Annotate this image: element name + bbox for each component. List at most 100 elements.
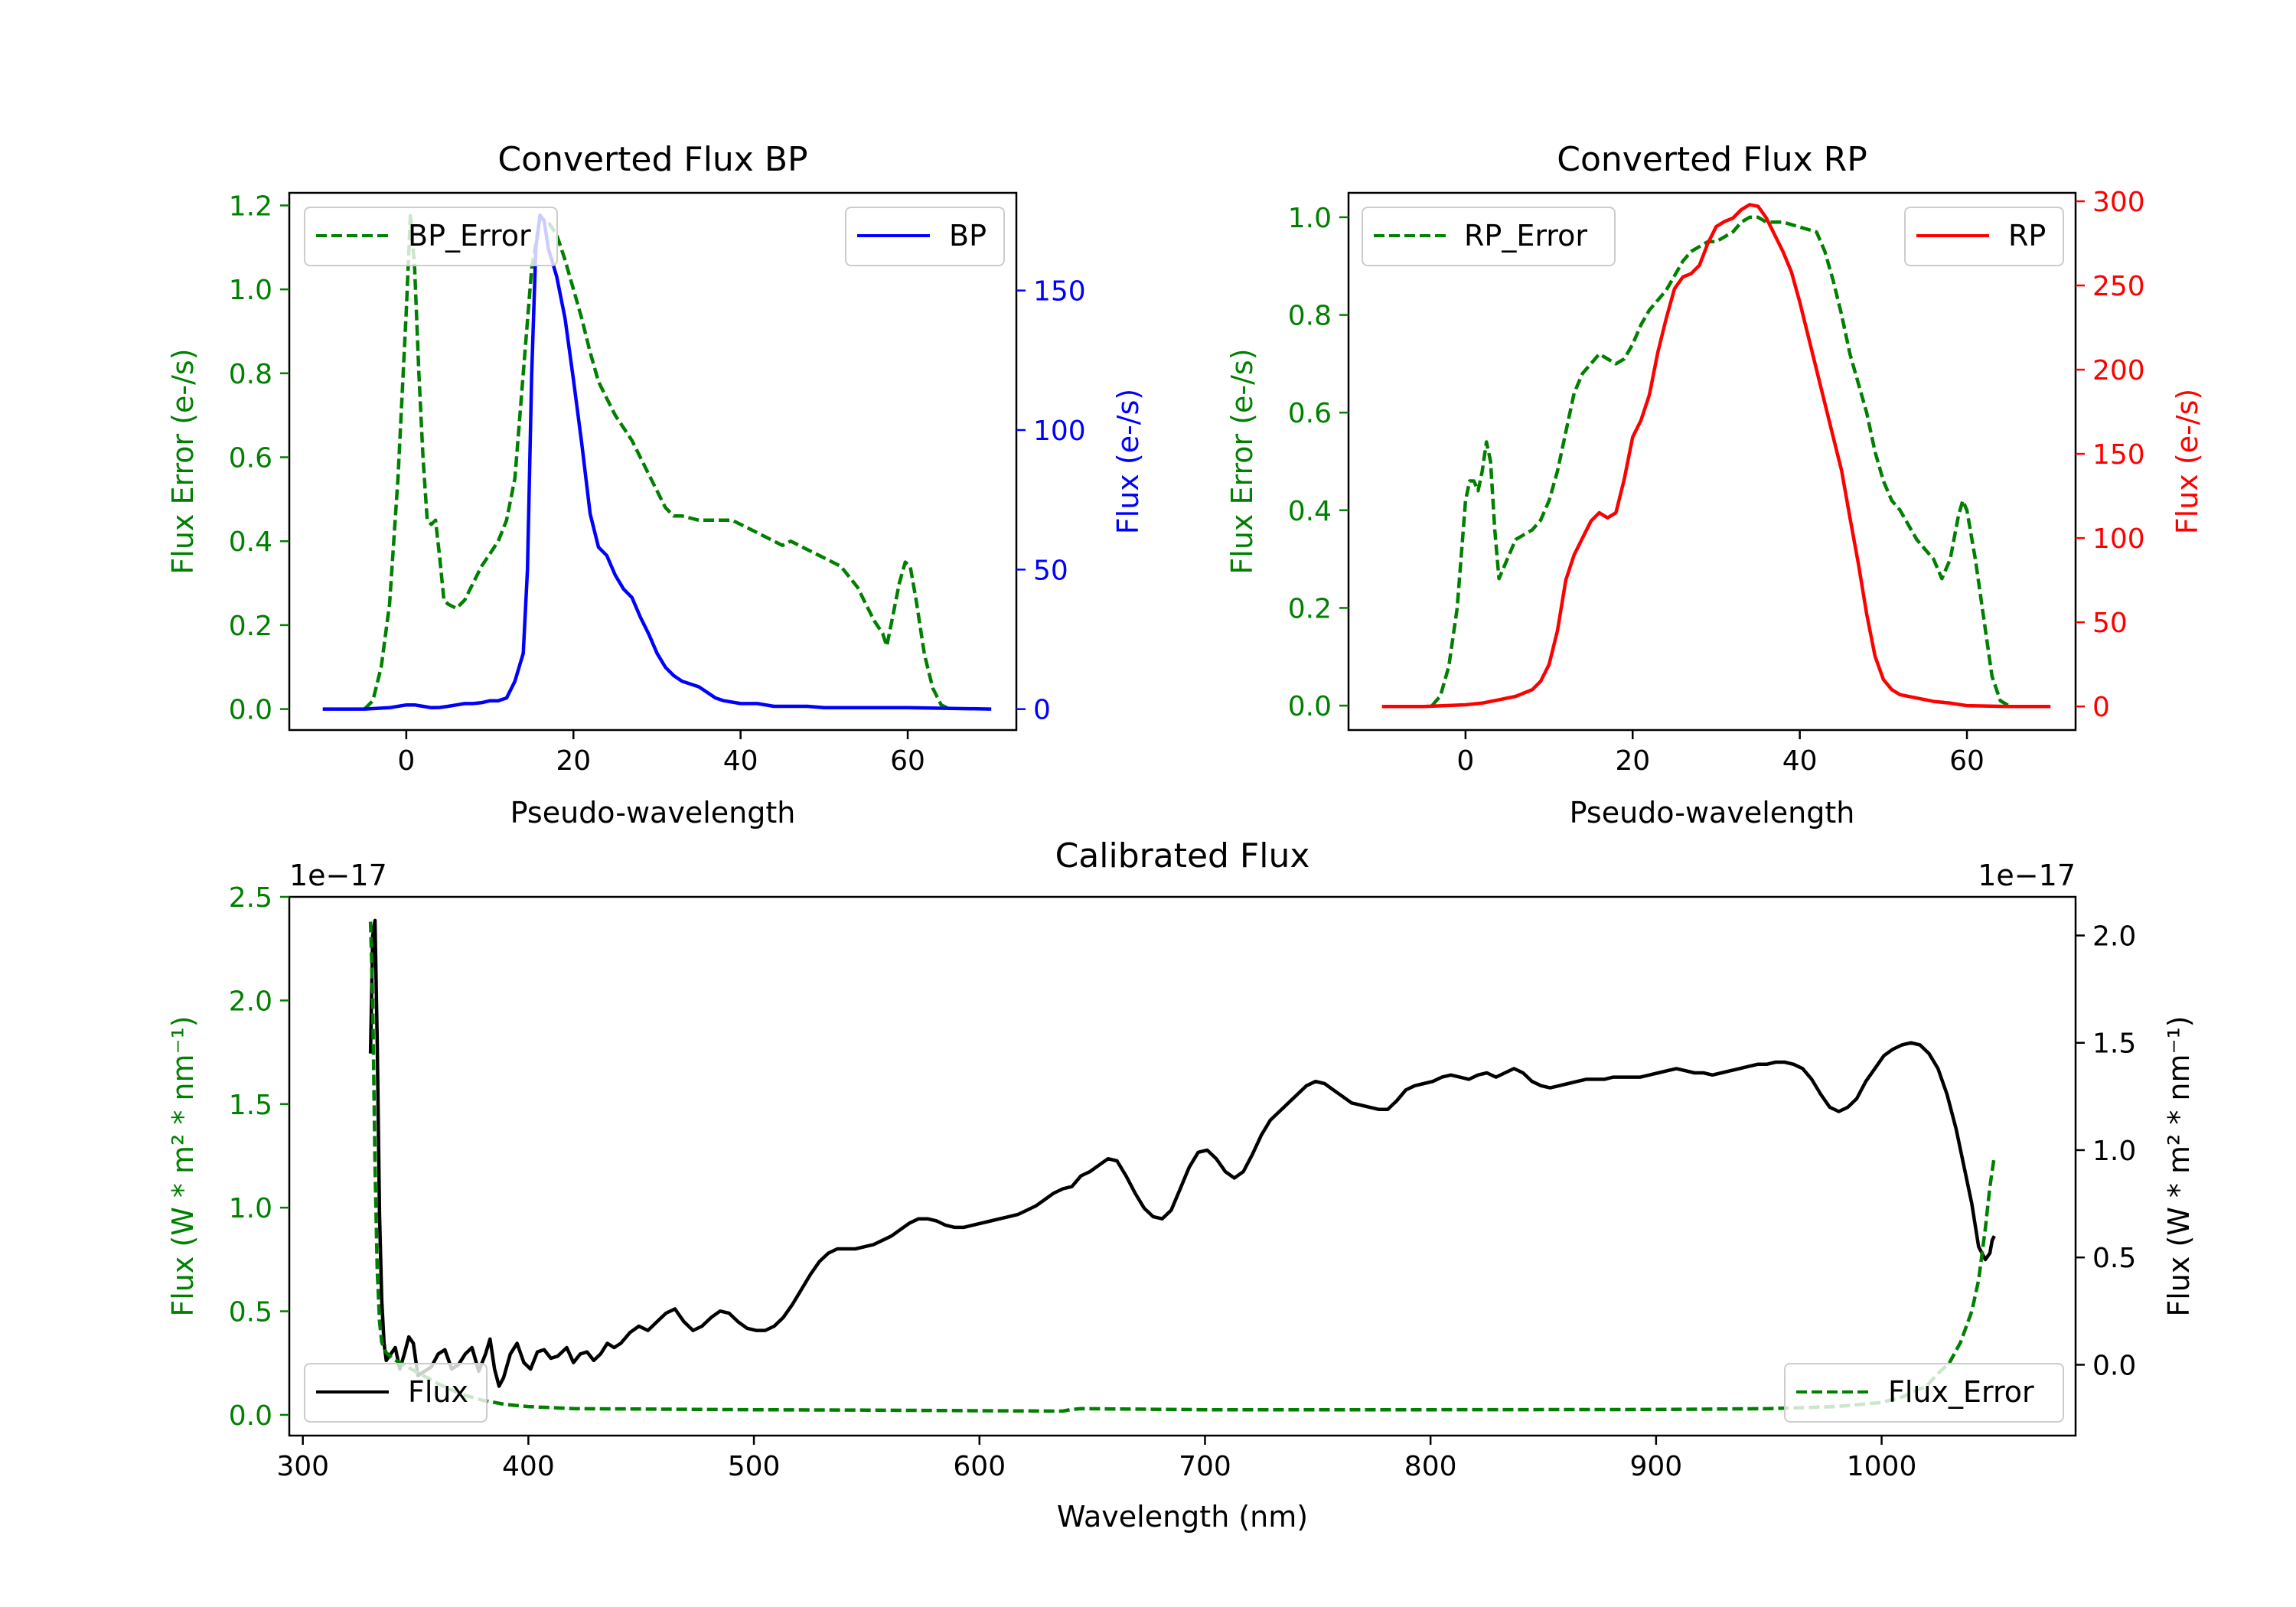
rp-x-tick-label: 40	[1782, 745, 1818, 777]
rp-legend-error-box	[1362, 207, 1616, 266]
calibrated-x-tick-label: 900	[1630, 1451, 1683, 1482]
rp-y-left-tick-label: 0.4	[1288, 496, 1332, 527]
bp-y-left-tick-label: 0.6	[229, 443, 272, 474]
calibrated-subplot: Calibrated Flux 300 400 500 600 700 800 900 100…	[166, 836, 2196, 1534]
calibrated-series-flux	[368, 918, 1996, 1388]
rp-series-group	[1381, 203, 2051, 709]
calibrated-y-right-tick-label: 2.0	[2092, 921, 2136, 952]
bp-plot-frame	[288, 191, 1018, 732]
bp-x-tick-label: 0	[397, 745, 415, 777]
calibrated-plot-frame	[288, 895, 2077, 1437]
rp-y-right-tick-label: 250	[2092, 271, 2145, 302]
calibrated-x-tick-label: 300	[276, 1451, 329, 1482]
rp-series-rp	[1381, 203, 2051, 709]
bp-x-tick-label: 20	[556, 745, 591, 777]
calibrated-legend-error-label: Flux_Error	[1888, 1375, 2034, 1409]
bp-y-left-tick-label: 0.4	[229, 526, 272, 558]
rp-series-rp-error	[1430, 215, 2010, 708]
rp-y-ticks-right: 0 50 100 150 200 250 300	[2076, 187, 2145, 723]
bp-legend-error-label: BP_Error	[408, 219, 531, 253]
calibrated-legend-flux: Flux	[304, 1363, 488, 1423]
rp-y-ticks-left: 0.0 0.2 0.4 0.6 0.8 1.0	[1288, 203, 1349, 722]
rp-x-tick-label: 20	[1615, 745, 1650, 777]
bp-y-left-tick-label: 1.2	[229, 191, 272, 222]
bp-y-left-tick-label: 1.0	[229, 275, 272, 306]
rp-chart-title: Converted Flux RP	[1557, 140, 1867, 179]
bp-y-ticks-left: 0.0 0.2 0.4 0.6 0.8 1.0 1.2	[229, 191, 289, 726]
bp-y-axis-label-left: Flux Error (e-/s)	[166, 348, 200, 574]
bp-legend-flux: BP	[845, 207, 1005, 266]
rp-y-right-tick-label: 0	[2092, 692, 2110, 723]
calibrated-y-left-tick-label: 1.0	[229, 1193, 272, 1224]
rp-y-right-tick-label: 50	[2092, 608, 2128, 639]
rp-y-axis-label-left: Flux Error (e-/s)	[1225, 348, 1259, 574]
bp-chart-title: Converted Flux BP	[497, 140, 807, 179]
rp-x-axis-label: Pseudo-wavelength	[1570, 796, 1855, 830]
bp-subplot: Converted Flux BP 0 20 40 60 0.00.20.40.60.…	[166, 140, 1145, 830]
bp-y-right-tick-label: 100	[1033, 416, 1086, 447]
calibrated-series-flux-error	[368, 921, 1997, 1413]
calibrated-legend-error: Flux_Error	[1784, 1363, 2064, 1423]
calibrated-y-left-tick-label: 0.0	[229, 1400, 272, 1432]
rp-y-right-tick-label: 100	[2092, 523, 2145, 555]
rp-x-ticks: 0 20 40 60	[1456, 730, 1985, 777]
rp-y-right-tick-label: 200	[2092, 355, 2145, 386]
bp-series-bp	[322, 213, 992, 711]
calibrated-x-tick-label: 600	[953, 1451, 1006, 1482]
calibrated-y-left-tick-label: 2.0	[229, 986, 272, 1017]
calibrated-legend-error-box	[1784, 1363, 2064, 1423]
calibrated-y-right-tick-label: 0.0	[2092, 1350, 2136, 1381]
rp-y-left-tick-label: 0.0	[1288, 691, 1332, 722]
bp-series-group	[322, 212, 992, 711]
calibrated-offset-right: 1e−17	[1978, 859, 2076, 892]
rp-y-axis-label-right: Flux (e-/s)	[2170, 389, 2204, 534]
calibrated-x-axis-label: Wavelength (nm)	[1057, 1500, 1308, 1534]
bp-x-ticks: 0 20 40 60	[397, 730, 925, 777]
calibrated-y-right-tick-label: 1.0	[2092, 1136, 2136, 1167]
bp-legend-flux-label: BP	[949, 219, 987, 253]
bp-legend-error-box	[304, 207, 558, 266]
bp-y-right-tick-label: 50	[1033, 555, 1068, 586]
calibrated-y-left-tick-label: 2.5	[229, 882, 272, 914]
rp-legend-error-label: RP_Error	[1464, 219, 1587, 253]
calibrated-legend-flux-label: Flux	[408, 1375, 468, 1409]
rp-y-right-tick-label: 300	[2092, 187, 2145, 218]
rp-x-tick-label: 60	[1949, 745, 1985, 777]
calibrated-legend-flux-box	[304, 1363, 488, 1423]
bp-y-right-tick-label: 150	[1033, 276, 1086, 308]
calibrated-offset-left: 1e−17	[289, 859, 387, 892]
calibrated-y-axis-label-right: Flux (W * m² * nm⁻¹)	[2162, 1015, 2196, 1316]
calibrated-x-tick-label: 1000	[1847, 1451, 1917, 1482]
bp-y-left-tick-label: 0.2	[229, 611, 272, 642]
bp-y-right-tick-label: 0	[1033, 695, 1051, 726]
calibrated-y-ticks-left: 0.0 0.5 1.0 1.5 2.0 2.5	[229, 882, 289, 1432]
calibrated-x-tick-label: 500	[728, 1451, 781, 1482]
bp-y-axis-label-right: Flux (e-/s)	[1111, 389, 1145, 534]
rp-y-left-tick-label: 1.0	[1288, 203, 1332, 234]
calibrated-x-tick-label: 800	[1404, 1451, 1457, 1482]
bp-y-left-tick-label: 0.8	[229, 359, 272, 390]
calibrated-y-left-tick-label: 1.5	[229, 1090, 272, 1121]
calibrated-series-group	[368, 918, 1997, 1413]
rp-legend-flux-label: RP	[2008, 219, 2046, 253]
calibrated-chart-title: Calibrated Flux	[1055, 836, 1310, 875]
bp-x-tick-label: 40	[723, 745, 758, 777]
calibrated-y-right-tick-label: 0.5	[2092, 1243, 2136, 1274]
rp-subplot: Converted Flux RP 0 20 40 60 0.00.20.40.60.…	[1225, 140, 2204, 830]
bp-x-tick-label: 60	[890, 745, 925, 777]
calibrated-y-ticks-right: 0.0 0.5 1.0 1.5 2.0	[2076, 921, 2136, 1381]
calibrated-y-axis-label-left: Flux (W * m² * nm⁻¹)	[166, 1015, 200, 1316]
rp-y-left-tick-label: 0.6	[1288, 398, 1332, 429]
calibrated-y-right-tick-label: 1.5	[2092, 1028, 2136, 1060]
calibrated-x-ticks: 300 400 500 600 700 800 900 1000	[276, 1436, 1916, 1482]
bp-legend-error: BP_Error	[304, 207, 558, 266]
calibrated-x-tick-label: 400	[502, 1451, 555, 1482]
rp-plot-frame	[1347, 191, 2077, 732]
bp-y-ticks-right: 0 50 100 150	[1016, 276, 1086, 726]
calibrated-x-tick-label: 700	[1179, 1451, 1231, 1482]
bp-series-bp-error	[363, 212, 951, 711]
calibrated-y-left-tick-label: 0.5	[229, 1297, 272, 1328]
bp-x-axis-label: Pseudo-wavelength	[510, 796, 796, 830]
rp-y-left-tick-label: 0.2	[1288, 593, 1332, 624]
